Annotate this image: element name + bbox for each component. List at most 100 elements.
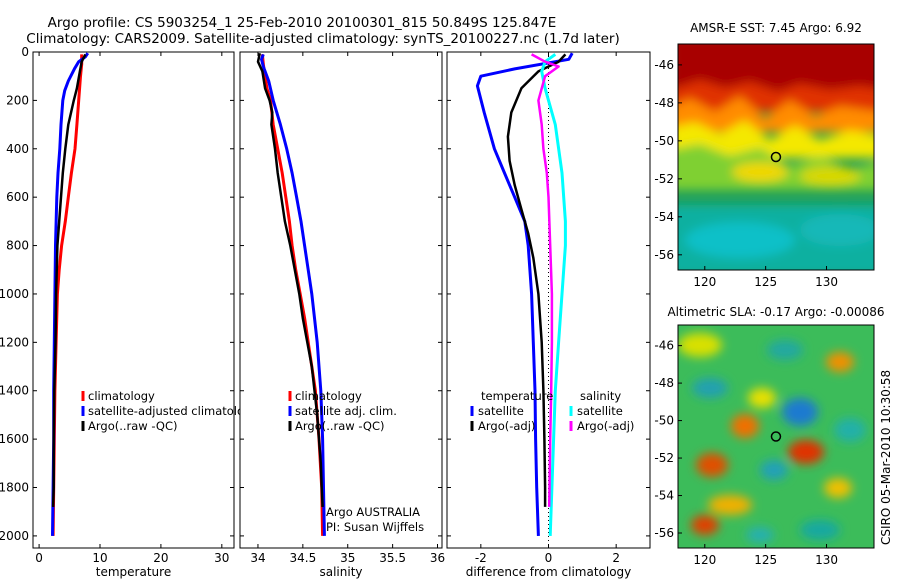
x-tick-label: 125 [754,275,777,289]
x-tick-label: 130 [815,553,838,567]
sla-low-patch [834,418,866,442]
sla-high-patch [731,414,759,438]
sst-front-orange [678,96,874,132]
float-position-marker [770,431,782,442]
plot-frame [32,51,235,549]
sst-front-yellow [678,120,874,158]
legend-label: Argo(-adj) [577,419,634,433]
y-tick-label: 2000 [0,529,29,543]
sla-low-patch [782,398,818,426]
x-tick-label: 2 [612,551,620,565]
legend-label: satellite-adjusted climatolog [88,404,251,418]
x-tick-label: 125 [754,553,777,567]
sla-high-patch [708,495,752,515]
y-tick-label: 1800 [0,481,29,495]
x-tick-label: -2 [475,551,487,565]
sst-yellow-patch [732,162,788,182]
profile-panels: 0 10 20 30020040060080010001200140016001800… [0,45,651,579]
y-tick-label: 0 [21,45,29,59]
legend-group-title: temperature [481,389,553,403]
y-tick-label: 1000 [0,287,29,301]
sla-low-patch [800,520,840,540]
annotation-text: Argo AUSTRALIA [326,505,420,519]
y-tick-label: 1200 [0,335,29,349]
y-tick-label: -54 [654,210,674,224]
legend-label: Argo(..raw -QC) [295,419,385,433]
x-tick-label: 120 [693,553,716,567]
sst-frame [677,43,875,271]
sla-map [677,324,875,549]
y-tick-label: 200 [6,93,29,107]
series-line-magenta [531,53,560,507]
y-tick-label: -50 [654,134,674,148]
sst-cool-patch [685,222,795,258]
y-tick-label: -52 [654,451,674,465]
sla-high-patch [691,515,719,535]
sla-low-patch [746,527,774,543]
y-tick-label: -46 [654,339,674,353]
sla-high-patch [788,440,824,464]
x-tick-label: 35.5 [379,551,406,565]
x-tick-label: 35 [340,551,355,565]
series-line-cyan [540,53,567,536]
series-line-blue [475,52,574,536]
y-tick-label: -56 [654,526,674,540]
y-tick-label: -56 [654,248,674,262]
sst-map [677,43,875,271]
x-axis-label: salinity [319,565,362,579]
legend-label: satellite [577,404,623,418]
sla-high-patch [678,333,722,357]
sla-high-patch [748,388,776,408]
series-line-black [51,53,87,507]
annotation-text: PI: Susan Wijffels [326,520,424,534]
y-tick-label: 400 [6,142,29,156]
y-tick-label: -54 [654,489,674,503]
sla-high-patch [824,478,852,498]
legend-label: satellite adj. clim. [295,404,397,418]
y-tick-label: 1600 [0,432,29,446]
legend-label: climatology [88,389,155,403]
header-line1: Argo profile: CS 5903254_1 25-Feb-2010 2… [48,15,557,31]
sst-yellow-patch [800,166,860,186]
sla-low-patch [692,378,728,398]
y-tick-label: -46 [654,58,674,72]
legend-label: Argo(-adj) [478,419,535,433]
y-tick-label: 600 [6,190,29,204]
map-axes-3: AMSR-E SST: 7.45 Argo: 6.92 120 125 130 -46 -… [654,21,862,289]
x-tick-label: 0 [545,551,553,565]
map-axes-4: Altimetric SLA: -0.17 Argo: -0.00086 120 1… [654,305,884,567]
profile-panel-0: 0 10 20 30 0 200 400 600 800 1000 1200 1400 1600 1800… [0,45,251,579]
x-tick-label: 34 [250,551,265,565]
series-line-blue [260,53,326,536]
x-tick-label: 120 [693,275,716,289]
map-axes: AMSR-E SST: 7.45 Argo: 6.92 120 125 130 -46 -… [654,21,884,567]
series-line-black [256,52,324,507]
y-tick-label: 800 [6,239,29,253]
y-tick-label: -50 [654,414,674,428]
map-title: AMSR-E SST: 7.45 Argo: 6.92 [690,21,862,35]
y-tick-label: 1400 [0,384,29,398]
x-axis-label: temperature [96,565,171,579]
sst-front-red [678,80,874,112]
sst-cool-patch [800,214,874,246]
x-tick-label: 36 [430,551,445,565]
series-line-black [506,53,567,507]
header-line2: Climatology: CARS2009. Satellite-adjuste… [26,31,619,47]
legend-group-title: salinity [580,389,621,403]
legend-label: satellite [478,404,524,418]
x-tick-label: 34.5 [289,551,316,565]
x-tick-label: 10 [92,551,107,565]
legend-label: climatology [295,389,362,403]
y-tick-label: -52 [654,172,674,186]
x-tick-label: 0 [35,551,43,565]
y-tick-label: -48 [654,376,674,390]
map-title: Altimetric SLA: -0.17 Argo: -0.00086 [667,305,884,319]
x-tick-label: 130 [815,275,838,289]
sla-high-patch [696,453,728,477]
legend-label: Argo(..raw -QC) [88,419,178,433]
sla-high-patch [826,352,854,372]
sla-low-patch [760,460,788,480]
sla-frame [677,324,875,549]
